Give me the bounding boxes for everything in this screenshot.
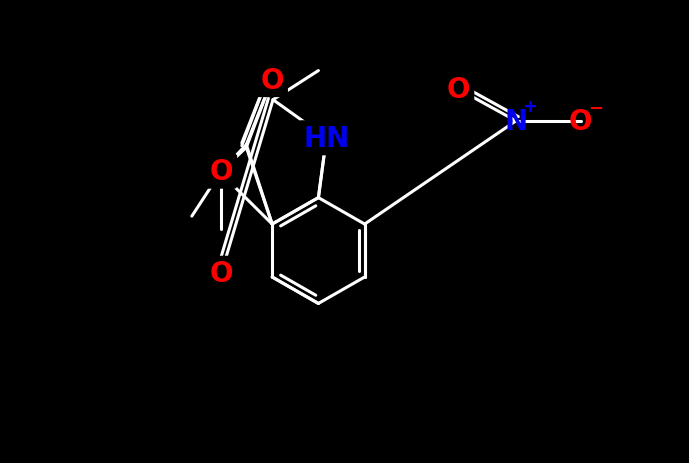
Text: O: O — [569, 107, 593, 136]
Text: O: O — [259, 66, 285, 95]
Text: −: − — [588, 100, 603, 117]
Text: HN: HN — [301, 124, 352, 153]
Text: O: O — [209, 260, 233, 288]
Text: N: N — [504, 107, 528, 136]
Text: O: O — [445, 75, 471, 104]
Text: O: O — [446, 76, 470, 104]
Text: HN: HN — [303, 125, 349, 152]
Text: O: O — [208, 157, 234, 186]
Text: O: O — [208, 259, 234, 288]
Text: +: + — [522, 98, 537, 116]
Text: O: O — [209, 158, 233, 186]
Text: O: O — [260, 66, 284, 94]
